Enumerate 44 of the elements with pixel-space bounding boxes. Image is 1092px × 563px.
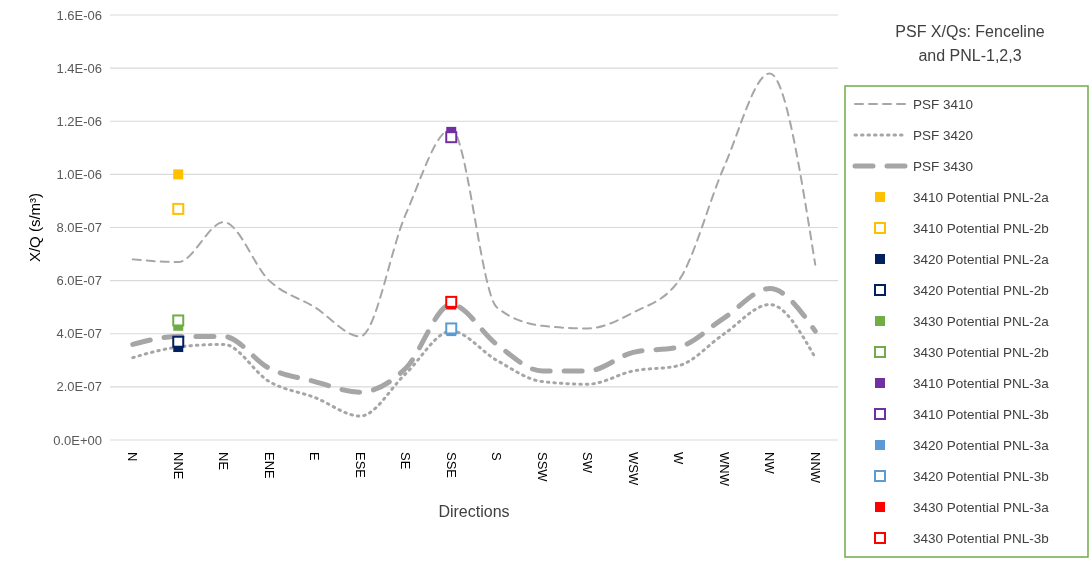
legend-label: PSF 3420 — [913, 127, 974, 143]
x-tick-label: S — [489, 452, 505, 461]
x-tick-label: NNW — [807, 452, 823, 484]
legend-label: 3420 Potential PNL-2a — [913, 251, 1050, 267]
legend-label: 3410 Potential PNL-2b — [913, 220, 1049, 236]
x-tick-label: ENE — [261, 452, 277, 480]
legend-label: PSF 3410 — [913, 96, 974, 112]
x-tick-label: WNW — [716, 452, 732, 487]
legend-label: 3430 Potential PNL-2a — [913, 313, 1050, 329]
text: PSF X/Qs: Fenceline and PNL-1,2,3 — [894, 22, 1046, 66]
x-tick-label: WSW — [625, 452, 641, 486]
x-axis-title: Directions — [438, 503, 510, 520]
y-tick-label: 1.0E-06 — [56, 166, 102, 182]
legend-label: 3430 Potential PNL-3a — [913, 499, 1050, 515]
legend-label: 3420 Potential PNL-3a — [913, 437, 1050, 453]
x-tick-label: NE — [216, 452, 232, 471]
x-tick-label: ESE — [352, 452, 368, 479]
legend-label: PSF 3430 — [913, 158, 974, 174]
y-tick-label: 1.4E-06 — [56, 60, 102, 76]
y-tick-label: 6.0E-07 — [56, 273, 102, 289]
x-tick-label: N — [125, 452, 141, 462]
x-tick-label: SSE — [443, 452, 459, 479]
y-axis-title: X/Q (s/m³) — [26, 192, 43, 263]
legend-label: 3430 Potential PNL-2b — [913, 344, 1049, 360]
y-tick-label: 8.0E-07 — [56, 220, 102, 236]
x-tick-label: SE — [398, 452, 414, 470]
legend-label: 3410 Potential PNL-3a — [913, 375, 1050, 391]
line-series — [131, 72, 817, 338]
y-tick-label: 1.2E-06 — [56, 113, 102, 129]
x-tick-label: SSW — [534, 452, 550, 483]
x-tick-label: NNE — [170, 452, 186, 480]
x-tick-label: W — [671, 452, 687, 465]
y-tick-label: 4.0E-07 — [56, 326, 102, 342]
legend-label: 3420 Potential PNL-2b — [913, 282, 1049, 298]
x-tick-label: E — [307, 452, 323, 461]
legend-label: 3420 Potential PNL-3b — [913, 468, 1049, 484]
y-tick-label: 1.6E-06 — [56, 7, 102, 23]
x-tick-label: SW — [580, 452, 596, 474]
legend-label: 3430 Potential PNL-3b — [913, 530, 1049, 546]
legend-label: 3410 Potential PNL-3b — [913, 406, 1049, 422]
x-tick-label: NW — [762, 452, 778, 475]
y-tick-label: 2.0E-07 — [56, 379, 102, 395]
legend-label: 3410 Potential PNL-2a — [913, 189, 1050, 205]
y-tick-label: 0.0E+00 — [53, 432, 102, 448]
